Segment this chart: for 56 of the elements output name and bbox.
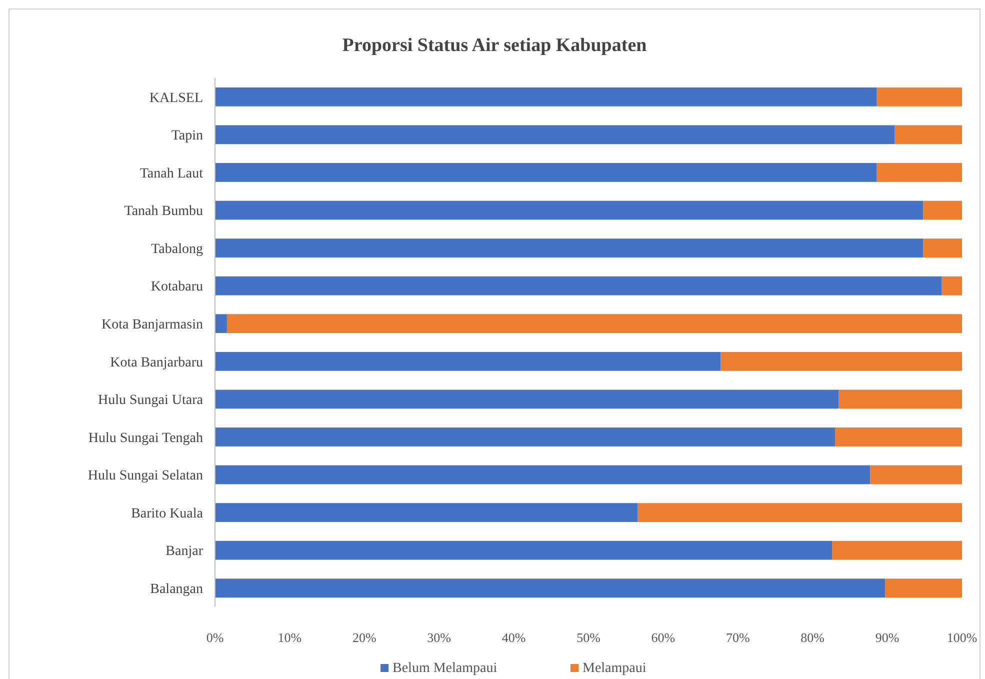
bar [226, 314, 962, 334]
bar [838, 390, 962, 409]
bar [870, 465, 962, 484]
bar [215, 503, 638, 522]
bar [835, 428, 962, 446]
y-tick-label: Balangan [150, 582, 203, 598]
legend-label: Melampaui [582, 661, 646, 676]
bar [215, 465, 870, 484]
y-tick-label: Banjar [166, 544, 204, 560]
x-tick-label: 60% [651, 630, 676, 645]
x-tick-label: 40% [502, 630, 526, 645]
y-tick-label: Hulu Sungai Utara [98, 393, 204, 408]
y-tick-label: Kota Banjarbaru [110, 355, 203, 370]
bar [876, 163, 962, 182]
y-tick-label: Barito Kuala [131, 506, 204, 522]
bar [832, 540, 962, 560]
x-tick-label: 20% [352, 630, 376, 645]
x-tick-label: 0% [206, 630, 224, 645]
bar [215, 87, 877, 106]
y-tick-label: KALSEL [149, 90, 203, 106]
x-tick-label: 70% [726, 630, 750, 645]
x-tick-label: 30% [427, 630, 452, 645]
x-tick-label: 10% [278, 630, 302, 645]
bar [638, 503, 962, 522]
bar [923, 238, 962, 258]
y-tick-label: Hulu Sungai Tengah [88, 430, 203, 446]
x-tick-label: 100% [946, 630, 978, 645]
bar [923, 200, 962, 220]
y-tick-label: Kotabaru [150, 280, 203, 295]
bar [215, 238, 924, 258]
bar [720, 352, 962, 371]
chart-title: Proporsi Status Air setiap Kabupaten [342, 35, 648, 56]
y-tick-label: Kota Banjarmasin [102, 318, 203, 333]
bar [215, 125, 895, 144]
x-tick-label: 90% [875, 630, 900, 645]
legend-label: Belum Melampaui [392, 661, 498, 676]
x-tick-label: 80% [800, 630, 825, 645]
bar [215, 200, 924, 220]
bar [215, 428, 836, 446]
bar [885, 578, 962, 598]
bar [894, 125, 962, 144]
y-tick-label: Tabalong [151, 242, 203, 257]
bar [215, 276, 942, 296]
y-tick-label: Tapin [171, 128, 203, 144]
bar [215, 540, 832, 560]
bar [942, 276, 962, 296]
x-tick-label: 50% [576, 630, 601, 645]
y-tick-label: Hulu Sungai Selatan [88, 468, 203, 484]
bar [215, 163, 877, 182]
y-tick-label: Tanah Bumbu [124, 204, 203, 220]
bar [215, 578, 886, 598]
bar [215, 352, 721, 371]
bar [215, 314, 227, 334]
bar [215, 390, 839, 409]
bar [876, 87, 962, 106]
y-tick-label: Tanah Laut [140, 166, 204, 182]
